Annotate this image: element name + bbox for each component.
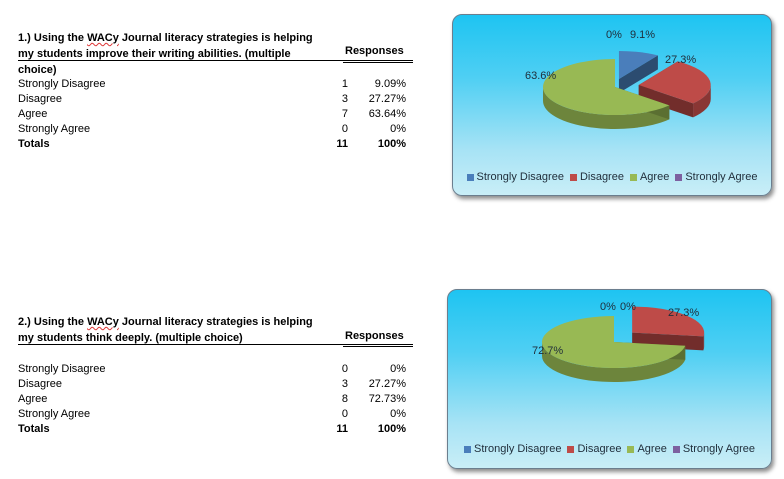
table-row: Strongly Disagree 0 0% [18,363,406,375]
data-label: 27.3% [665,54,696,66]
legend-label: Strongly Disagree [474,443,562,455]
table-row: Strongly Agree 0 0% [18,408,406,420]
data-label: 63.6% [525,70,556,82]
question-2-title: 2.) Using the WACy Journal literacy stra… [18,316,313,344]
legend-swatch [675,173,683,181]
legend-swatch [672,445,680,453]
data-label: 72.7% [532,345,563,357]
legend-item: Strongly Agree [672,443,755,455]
pie-slice-side [618,55,658,93]
table-row: Agree 7 63.64% [18,108,406,120]
table-row: Disagree 3 27.27% [18,378,406,390]
divider [343,62,413,63]
legend-swatch [569,173,577,181]
divider [343,346,413,347]
table-row: Strongly Agree 0 0% [18,123,406,135]
pie-slice [638,61,711,104]
legend-swatch [466,173,474,181]
table-row: Agree 8 72.73% [18,393,406,405]
divider [18,60,413,61]
legend-label: Disagree [579,171,624,183]
legend-label: Agree [637,443,667,455]
legend-item: Disagree [569,171,624,183]
pie-slice [543,59,670,115]
legend-item: Agree [627,443,667,455]
legend-label: Strongly Agree [682,443,755,455]
table-row: Strongly Disagree 1 9.09% [18,78,406,90]
legend-label: Agree [639,171,670,183]
legend-swatch [629,173,637,181]
legend-swatch [567,445,575,453]
legend-label: Strongly Agree [685,171,758,183]
legend-item: Strongly Disagree [464,443,561,455]
data-label: 0% [620,301,636,313]
pie-chart-1: 9.1% 27.3% 63.6% 0% Strongly Disagree Disagr… [452,14,772,196]
responses-header: Responses [345,330,404,342]
pie-slice [618,50,658,79]
chart-legend: Strongly Disagree Disagree Agree Strongly A… [453,171,771,183]
legend-label: Disagree [577,443,622,455]
data-label: 0% [606,29,622,41]
question-1-title: 1.) Using the WACy Journal literacy stra… [18,32,313,76]
chart-legend: Strongly Disagree Disagree Agree Strongly A… [448,443,771,455]
legend-item: Disagree [567,443,621,455]
pie-chart-2-plot: 0% 27.3% 72.7% 0% [532,301,705,382]
divider [18,344,413,345]
legend-label: Strongly Disagree [476,171,564,183]
data-label: 27.3% [668,307,699,319]
legend-swatch [627,445,635,453]
totals-row: Totals 11 100% [18,423,406,435]
pie-slice [542,316,686,368]
legend-item: Strongly Disagree [466,171,564,183]
totals-row: Totals 11 100% [18,138,406,150]
pie-chart-2: 0% 27.3% 72.7% 0% Strongly Disagree Disagree… [447,289,772,469]
data-label: 9.1% [630,29,655,41]
responses-header: Responses [345,45,404,57]
legend-item: Strongly Agree [675,171,757,183]
data-label: 0% [600,301,616,313]
legend-swatch [464,445,471,453]
table-row: Disagree 3 27.27% [18,93,406,105]
legend-item: Agree [629,171,670,183]
pie-chart-1-plot: 9.1% 27.3% 63.6% 0% [525,29,711,129]
pie-slice [632,306,705,337]
